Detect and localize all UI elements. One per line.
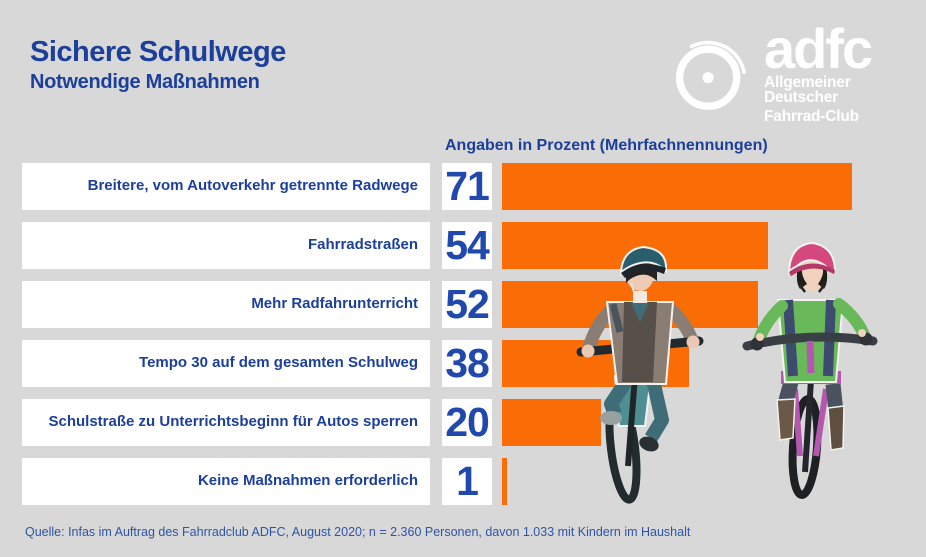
adfc-logo: adfc Allgemeiner Deutscher Fahrrad-Club — [664, 17, 926, 125]
category-label: Keine Maßnahmen erforderlich — [22, 458, 430, 505]
title-block: Sichere Schulwege Notwendige Maßnahmen — [30, 36, 286, 94]
value-label: 1 — [442, 458, 492, 505]
chart-row: Fahrradstraßen 54 — [22, 222, 852, 269]
value-axis-header: Angaben in Prozent (Mehrfachnennungen) — [445, 137, 768, 154]
bar — [502, 399, 601, 446]
bar — [502, 163, 852, 210]
source-note: Quelle: Infas im Auftrag des Fahrradclub… — [25, 525, 691, 539]
page-subtitle: Notwendige Maßnahmen — [30, 71, 260, 93]
adfc-sub-line2: Fahrrad-Club — [764, 107, 859, 125]
chart-row: Schulstraße zu Unterrichtsbeginn für Aut… — [22, 399, 852, 446]
value-label: 52 — [442, 281, 492, 328]
chart-row: Keine Maßnahmen erforderlich 1 — [22, 458, 852, 505]
category-label: Breitere, vom Autoverkehr getrennte Radw… — [22, 163, 430, 210]
adfc-logo-text: adfc Allgemeiner Deutscher Fahrrad-Club — [764, 17, 926, 125]
bar-chart: Breitere, vom Autoverkehr getrennte Radw… — [22, 163, 852, 505]
category-label: Schulstraße zu Unterrichtsbeginn für Aut… — [22, 399, 430, 446]
category-label: Mehr Radfahrunterricht — [22, 281, 430, 328]
children-cycling-illustration — [576, 241, 878, 504]
cyclist-left-icon — [576, 245, 704, 504]
chart-row: Breitere, vom Autoverkehr getrennte Radw… — [22, 163, 852, 210]
value-label: 38 — [442, 340, 492, 387]
category-label: Fahrradstraßen — [22, 222, 430, 269]
value-label: 20 — [442, 399, 492, 446]
page-title: Sichere Schulwege — [30, 36, 286, 68]
value-label: 71 — [442, 163, 492, 210]
bar — [502, 458, 507, 505]
adfc-sub-line1: Allgemeiner Deutscher — [764, 73, 851, 107]
category-label: Tempo 30 auf dem gesamten Schulweg — [22, 340, 430, 387]
cyclist-right-icon — [742, 241, 878, 499]
adfc-wheel-icon — [675, 40, 746, 110]
adfc-brand: adfc — [764, 17, 873, 80]
value-label: 54 — [442, 222, 492, 269]
